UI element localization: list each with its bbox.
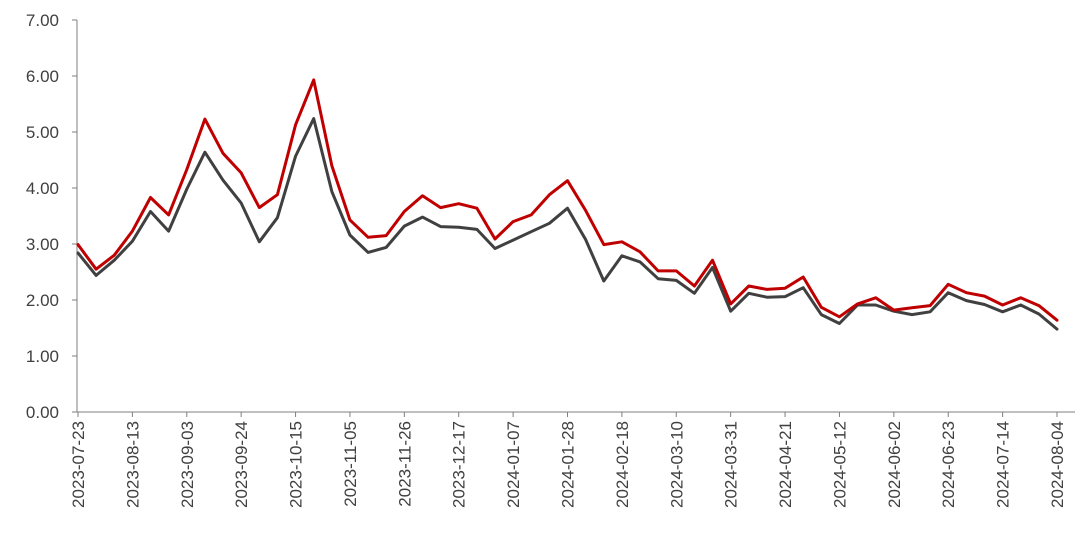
x-tick-label: 2023-09-03 bbox=[178, 421, 197, 508]
series-line-1 bbox=[76, 78, 1059, 322]
y-tick-label: 1.00 bbox=[26, 347, 59, 366]
y-tick-label: 3.00 bbox=[26, 235, 59, 254]
y-tick-label: 5.00 bbox=[26, 123, 59, 142]
x-tick-label: 2024-03-31 bbox=[722, 421, 741, 508]
y-axis: 0.00 1.00 2.00 3.00 4.00 5.00 6.00 7.00 bbox=[26, 11, 78, 422]
series-line-2 bbox=[76, 117, 1059, 331]
series-lines bbox=[76, 78, 1059, 331]
x-tick-label: 2024-01-28 bbox=[559, 421, 578, 508]
x-tick-label: 2023-12-17 bbox=[450, 421, 469, 508]
x-tick-label: 2023-11-05 bbox=[341, 421, 360, 507]
x-tick-label: 2024-04-21 bbox=[776, 421, 795, 508]
y-tick-label: 2.00 bbox=[26, 291, 59, 310]
x-tick-label: 2024-05-12 bbox=[830, 421, 849, 508]
y-tick-label: 4.00 bbox=[26, 179, 59, 198]
y-tick-label: 7.00 bbox=[26, 11, 59, 30]
x-tick-label: 2023-08-13 bbox=[123, 421, 142, 508]
x-axis: 2023-07-23 2023-08-13 2023-09-03 2023-09-24… bbox=[69, 411, 1075, 508]
x-tick-label: 2023-10-15 bbox=[287, 421, 306, 508]
x-tick-label: 2024-01-07 bbox=[504, 421, 523, 508]
x-tick-label: 2023-11-26 bbox=[395, 421, 414, 507]
x-tick-label: 2023-09-24 bbox=[232, 421, 251, 508]
x-tick-label: 2023-07-23 bbox=[69, 421, 88, 508]
x-tick-label: 2024-03-10 bbox=[667, 421, 686, 508]
x-tick-label: 2024-02-18 bbox=[613, 421, 632, 508]
y-tick-label: 0.00 bbox=[26, 403, 59, 422]
x-tick-label: 2024-06-02 bbox=[885, 421, 904, 508]
x-tick-label: 2024-08-04 bbox=[1048, 421, 1067, 508]
x-tick-label: 2024-06-23 bbox=[939, 421, 958, 508]
x-tick-label: 2024-07-14 bbox=[994, 421, 1013, 508]
y-tick-label: 6.00 bbox=[26, 67, 59, 86]
